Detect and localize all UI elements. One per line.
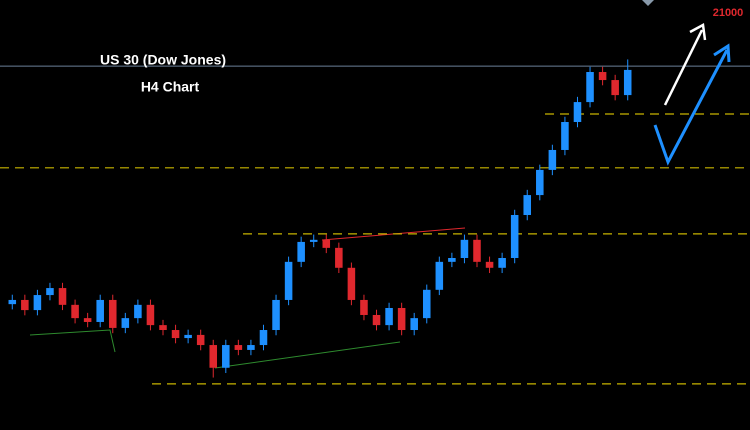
target-label: 21000 (713, 7, 744, 19)
candle-body (523, 195, 532, 215)
candle-body (410, 318, 418, 331)
candle-body (46, 288, 54, 296)
plot-area (0, 59, 750, 385)
candle-body (435, 261, 444, 290)
candle-body (222, 345, 230, 368)
arrow (653, 49, 729, 166)
candle-body (259, 330, 268, 346)
candle-body (21, 299, 29, 311)
candle-body (146, 304, 155, 326)
candle-body (448, 258, 456, 262)
candle-body (347, 267, 356, 300)
candle-body (171, 330, 180, 339)
candle-body (309, 239, 318, 242)
candle-body (8, 299, 17, 305)
candle-body (196, 334, 205, 346)
candle-body (108, 299, 117, 328)
candle-body (121, 318, 130, 328)
candle-body (184, 334, 192, 339)
candle-body (96, 299, 104, 322)
candle-body (284, 261, 293, 300)
candle-body (297, 241, 305, 262)
candle-body (598, 72, 607, 81)
arrow-head (713, 43, 731, 63)
candle-body (586, 72, 594, 103)
candle-body (272, 299, 280, 331)
candle-body (473, 239, 481, 262)
candle-body (209, 345, 218, 368)
candle-body (385, 307, 393, 326)
chart-title: US 30 (Dow Jones) (100, 52, 226, 68)
candle-body (247, 345, 255, 350)
arrow (663, 29, 704, 106)
candle-body (335, 247, 343, 268)
chart-subtitle: H4 Chart (141, 79, 200, 95)
candle-body (460, 239, 469, 258)
marker (642, 0, 654, 6)
candle-body (573, 102, 582, 123)
candle-body (134, 304, 142, 319)
candle-body (561, 122, 569, 150)
candle-body (372, 314, 381, 326)
candle-body (611, 80, 619, 96)
candle-body (536, 169, 544, 196)
candle-body (58, 288, 67, 305)
trend-line (214, 341, 401, 369)
candle-body (234, 345, 243, 350)
trend-line (29, 329, 116, 353)
candle-body (159, 325, 167, 331)
candle-body (510, 215, 519, 258)
candle-body (360, 299, 368, 315)
candle-body (485, 261, 494, 268)
candle-body (623, 69, 632, 96)
candle-body (548, 149, 557, 170)
candle-body (322, 239, 331, 248)
candle-body (498, 258, 506, 268)
candle-body (397, 307, 406, 331)
arrow-head (689, 23, 707, 41)
candle-body (422, 289, 431, 319)
candle-body (83, 318, 92, 322)
candle-body (33, 295, 42, 311)
candle-body (71, 304, 79, 319)
